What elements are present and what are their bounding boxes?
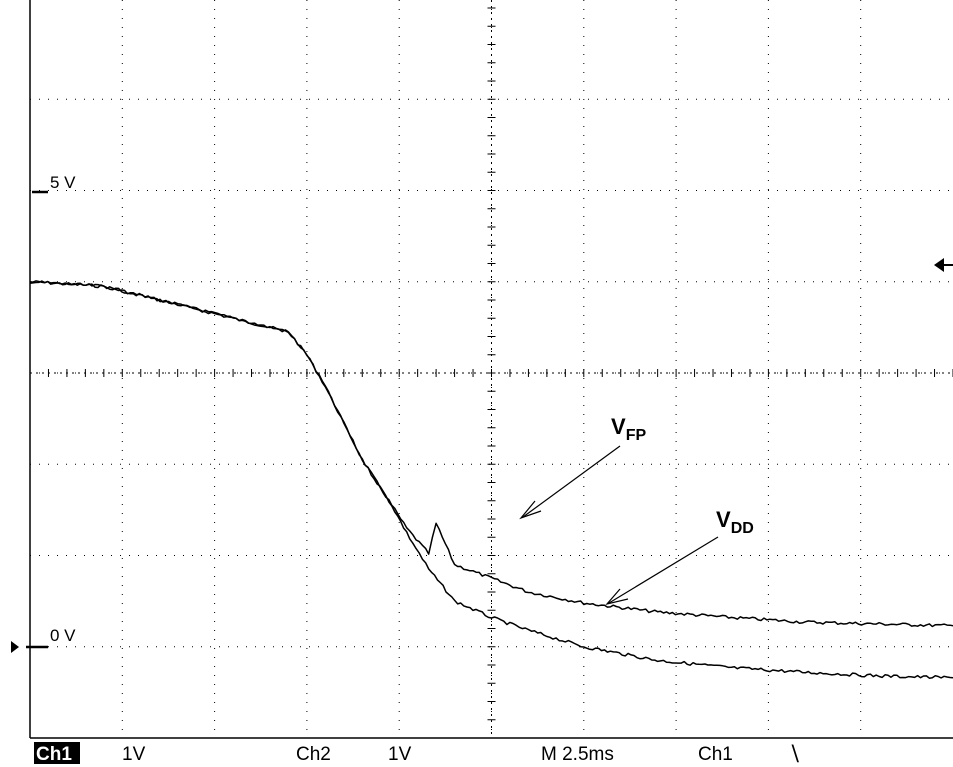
ch2-scale: 1V [388,744,412,765]
ch1-badge: Ch1 [36,744,72,765]
trigger-source: Ch1 [698,744,733,765]
ch1-scale: 1V [122,744,146,765]
vfp-annotation: VFP [519,414,646,520]
status-bar: Ch1 1V Ch2 1V M 2.5ms Ch1 ⧹ [34,742,799,765]
trigger-slope-icon: ⧹ [791,744,799,765]
ch1-ground-arrow-icon [11,641,19,653]
trace-vdd [29,280,953,679]
vdd-annotation: VDD [605,507,754,606]
vdd-arrow-line [608,536,719,604]
trigger-level-arrow-icon [934,258,953,272]
vfp-arrow-line [522,445,621,518]
vdd-arrow-head-icon [605,588,629,606]
ref-label-5v: 5 V [50,173,76,192]
vdd-label: VDD [716,507,754,537]
waveform-traces [29,280,953,679]
ref-label-0v: 0 V [50,626,76,645]
ch2-label: Ch2 [296,744,331,765]
vfp-label: VFP [611,414,646,444]
ref-marker-0v: 0 V [11,626,76,653]
vfp-arrow-head-icon [519,500,542,520]
timebase-readout: M 2.5ms [541,744,614,765]
trace-vfp [29,280,953,628]
ref-marker-5v: 5 V [32,173,76,194]
ch1-badge-background [34,742,80,764]
graticule [29,0,953,739]
